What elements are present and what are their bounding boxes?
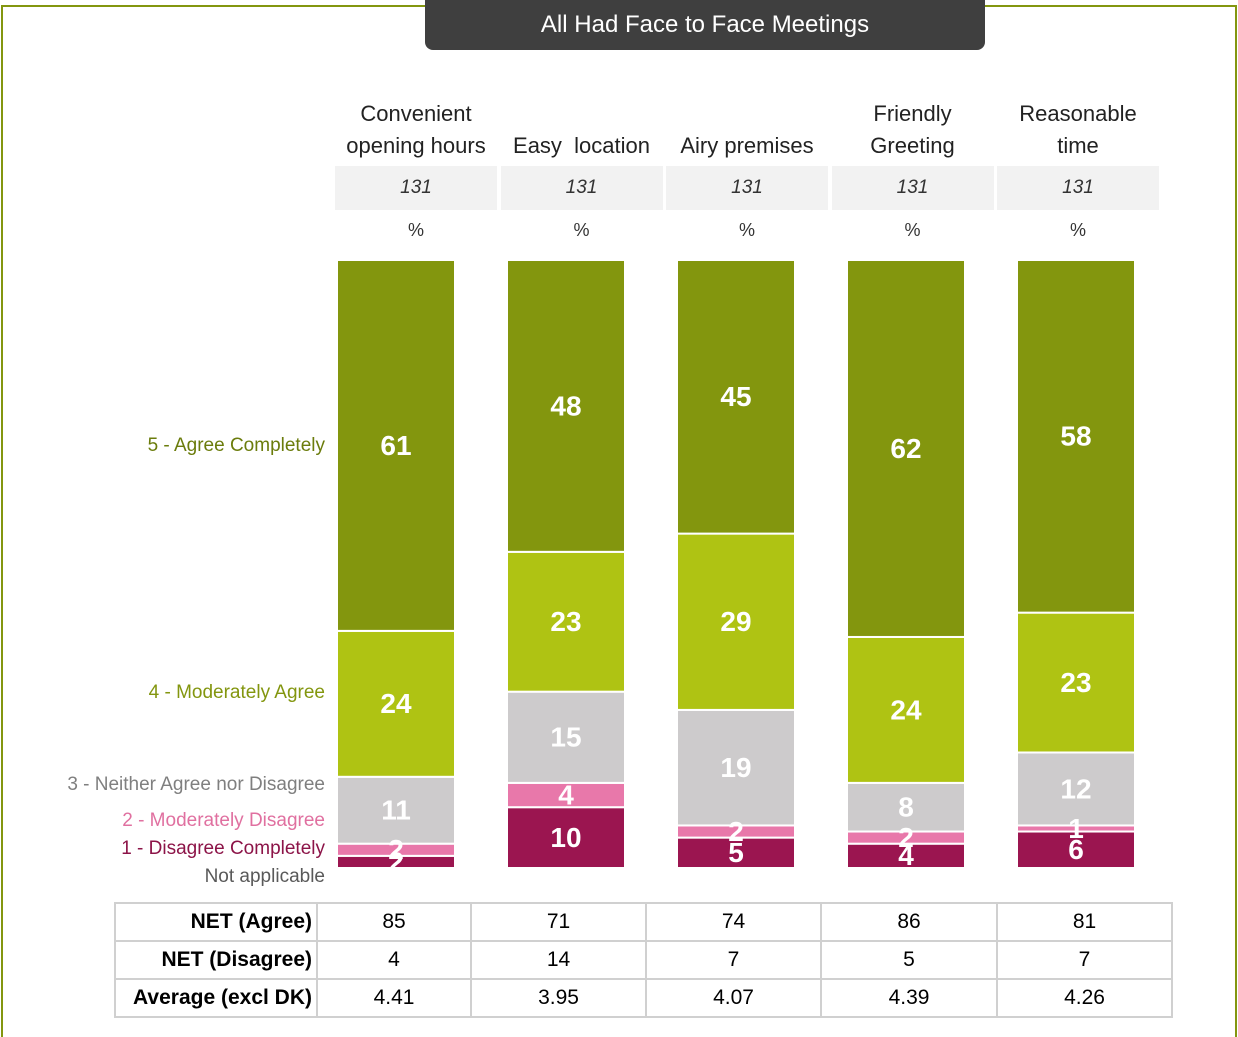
table-cell: 14 — [470, 940, 647, 980]
bar-segment — [846, 781, 966, 833]
data-label: 4 — [558, 779, 574, 810]
data-label: 2 — [898, 822, 914, 853]
data-label: 19 — [720, 752, 751, 783]
legend-label: 4 - Moderately Agree — [149, 682, 325, 703]
bar-segment — [1016, 259, 1136, 614]
base-size: 131 — [500, 166, 663, 210]
bar-segment — [676, 259, 796, 535]
base-size: 131 — [997, 166, 1159, 210]
base-size: 131 — [335, 166, 497, 210]
table-cell: 86 — [820, 902, 998, 942]
data-label: 29 — [720, 606, 751, 637]
bar-segment — [676, 836, 796, 869]
row-label: Average (excl DK) — [114, 978, 318, 1018]
bar-segment — [1016, 611, 1136, 754]
data-label: 2 — [388, 834, 404, 865]
bar-segment — [506, 781, 626, 809]
bar-segment — [506, 690, 626, 784]
data-label: 2 — [388, 846, 404, 877]
column-header: Easy location — [513, 133, 650, 158]
table-cell: 4.26 — [996, 978, 1173, 1018]
table-row: NET (Agree) 85 71 74 86 81 — [114, 902, 1173, 942]
table-row: Average (excl DK) 4.41 3.95 4.07 4.39 4.26 — [114, 978, 1173, 1018]
data-label: 11 — [381, 795, 411, 826]
table-row: NET (Disagree) 4 14 7 5 7 — [114, 940, 1173, 980]
bar-segment — [846, 842, 966, 869]
data-label: 4 — [898, 840, 914, 871]
data-label: 12 — [1060, 773, 1091, 804]
legend-label: Not applicable — [205, 866, 325, 887]
row-label: NET (Disagree) — [114, 940, 318, 980]
data-label: 15 — [550, 722, 581, 753]
table-cell: 81 — [996, 902, 1173, 942]
data-label: 23 — [1060, 667, 1091, 698]
column-header: Reasonable time — [1019, 101, 1143, 158]
bar-segment — [336, 259, 456, 632]
bar-segment — [1016, 830, 1136, 870]
table-cell: 5 — [820, 940, 998, 980]
bar-segment — [506, 550, 626, 693]
data-label: 1 — [1068, 813, 1084, 844]
unit-label: % — [1069, 220, 1086, 240]
data-label: 62 — [890, 433, 921, 464]
table-cell: 7 — [996, 940, 1173, 980]
bar-segment — [1016, 751, 1136, 827]
legend-label: 2 - Moderately Disagree — [122, 810, 325, 831]
table-cell: 3.95 — [470, 978, 647, 1018]
column-header: Friendly Greeting — [870, 101, 958, 158]
data-label: 48 — [550, 390, 581, 421]
data-label: 58 — [1060, 421, 1091, 452]
unit-label: % — [407, 220, 424, 240]
unit-label: % — [738, 220, 755, 240]
data-label: 24 — [380, 688, 412, 719]
data-label: 23 — [550, 606, 581, 637]
column-header: Airy premises — [680, 133, 814, 158]
summary-table: NET (Agree) 85 71 74 86 81 NET (Disagree) 4 14 7 5… — [114, 902, 1173, 1018]
row-label: NET (Agree) — [114, 902, 318, 942]
table-cell: 71 — [470, 902, 647, 942]
base-size: 131 — [831, 166, 994, 210]
chart-title: All Had Face to Face Meetings — [425, 0, 985, 50]
table-cell: 85 — [316, 902, 472, 942]
base-size: 131 — [666, 166, 828, 210]
data-label: 10 — [550, 822, 581, 853]
bar-segment — [846, 259, 966, 638]
column-header: Convenient opening hours — [346, 101, 486, 158]
data-label: 8 — [898, 792, 914, 823]
bar-segment — [676, 532, 796, 711]
legend-label: 5 - Agree Completely — [148, 435, 326, 456]
table-cell: 4.39 — [820, 978, 998, 1018]
table-cell: 4.07 — [645, 978, 822, 1018]
table-cell: 4.41 — [316, 978, 472, 1018]
unit-label: % — [904, 220, 921, 240]
table-cell: 7 — [645, 940, 822, 980]
data-label: 6 — [1068, 834, 1084, 865]
legend-label: 3 - Neither Agree nor Disagree — [67, 774, 325, 795]
data-label: 2 — [728, 816, 744, 847]
unit-label: % — [573, 220, 590, 240]
bar-segment — [676, 708, 796, 827]
bar-segment — [846, 635, 966, 784]
data-label: 45 — [720, 381, 751, 412]
bar-segment — [336, 775, 456, 845]
table-cell: 4 — [316, 940, 472, 980]
bar-segment — [506, 259, 626, 553]
data-label: 5 — [728, 837, 744, 868]
legend-label: 1 - Disagree Completely — [121, 838, 325, 859]
data-label: 61 — [380, 430, 411, 461]
data-label: 24 — [890, 694, 922, 725]
bar-segment — [506, 806, 626, 870]
bar-segment — [336, 629, 456, 778]
plot: 2211246110415234852192945428246261122358… — [67, 259, 1136, 887]
table-cell: 74 — [645, 902, 822, 942]
